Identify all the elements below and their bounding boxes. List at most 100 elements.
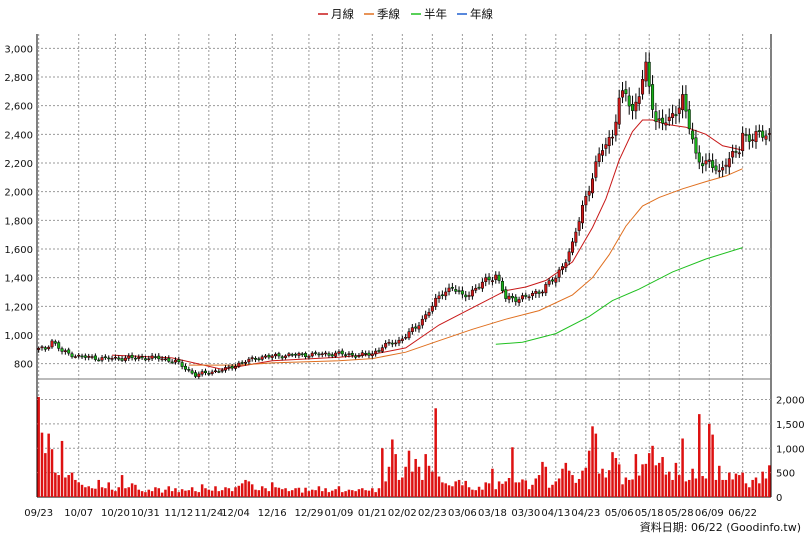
volume-bar [551,484,554,497]
volume-bar [731,479,734,497]
volume-bar [177,492,181,497]
candle-body [123,357,127,361]
x-tick-label: 03/06 [448,508,477,519]
volume-bar [384,481,387,497]
candle-body [150,355,154,359]
candle-body [737,152,741,155]
candle-body [574,231,578,243]
volume-bar [641,464,644,497]
volume-bar [100,487,104,497]
candle-body [180,362,184,367]
candle-body [584,196,588,206]
candle-body [237,362,241,367]
candle-body [534,291,538,294]
candle-body [687,109,691,130]
volume-bar [84,487,87,497]
volume-bar [230,491,234,497]
candle-body [224,367,228,371]
moving-average-lines [112,119,743,370]
volume-bar [604,477,608,497]
candle-body [217,371,221,373]
candle-body [250,357,254,360]
candle-body [701,163,705,167]
volume-bar [637,475,641,497]
volume-bar [250,484,254,497]
price-tick-label: 1,000 [4,331,33,342]
candle-body [427,311,431,316]
candle-body [634,101,638,112]
candle-body [570,241,574,253]
candle-body [364,353,368,355]
volume-bar [254,489,257,497]
volume-bar [114,491,117,497]
candle-body [153,356,157,358]
candle-body [227,366,231,369]
candle-body [107,357,111,360]
volume-bar [150,491,154,497]
volume-bar [314,490,317,497]
volume-bar [421,479,424,497]
volume-bar [677,475,681,497]
volume-bar [671,479,674,497]
volume-bar [70,472,74,497]
candle-body [537,291,541,294]
candle-body [477,286,481,289]
candle-body [394,342,398,345]
candle-body [163,358,167,361]
price-tick-label: 1,600 [4,245,33,256]
candle-body [420,318,424,326]
candle-body [734,151,738,153]
candle-body [637,96,641,104]
candle-body [694,137,698,154]
candle-body [400,338,404,341]
candle-body [203,370,207,374]
volume-bar [290,490,294,497]
volume-bar [184,490,187,497]
candle-body [377,350,381,352]
volume-bar [734,473,738,497]
volume-bar [190,487,194,497]
candle-body [310,352,314,357]
volume-bar [461,485,464,497]
candle-body [614,121,618,136]
x-tick-label: 11/24 [194,508,223,519]
candlestick-series [37,52,771,379]
candle-body [47,346,51,350]
candle-body [597,153,601,162]
volume-bar [614,458,618,497]
volume-bar [751,479,754,497]
volume-bar [287,491,291,497]
volume-bar [307,491,311,497]
volume-bar [661,457,664,497]
volume-bar [694,478,698,497]
candle-body [157,355,161,360]
candle-body [40,346,44,349]
candle-body [207,373,211,375]
candle-body [294,353,298,356]
candle-body [494,274,498,280]
volume-bar [361,488,364,497]
x-tick-label: 09/23 [24,508,53,519]
volume-bar [517,482,521,497]
volume-bar [391,439,394,497]
candle-body [334,352,338,357]
legend-label: 月線 [331,7,354,21]
candle-body [173,359,177,363]
candle-body [601,150,605,156]
volume-bar [50,449,54,497]
volume-bar [217,491,221,497]
volume-bar [574,482,578,497]
volume-bar [354,491,357,497]
volume-bar [77,482,80,497]
candle-body [147,358,151,360]
volume-bar [371,488,374,497]
volume-bar [337,486,341,497]
candle-body [714,165,718,171]
candle-body [193,372,197,377]
candle-body [454,289,458,292]
volume-bar [67,475,70,497]
volume-bar [691,468,694,497]
candle-body [607,137,611,147]
price-tick-label: 1,800 [4,216,33,227]
volume-bar [594,433,598,497]
